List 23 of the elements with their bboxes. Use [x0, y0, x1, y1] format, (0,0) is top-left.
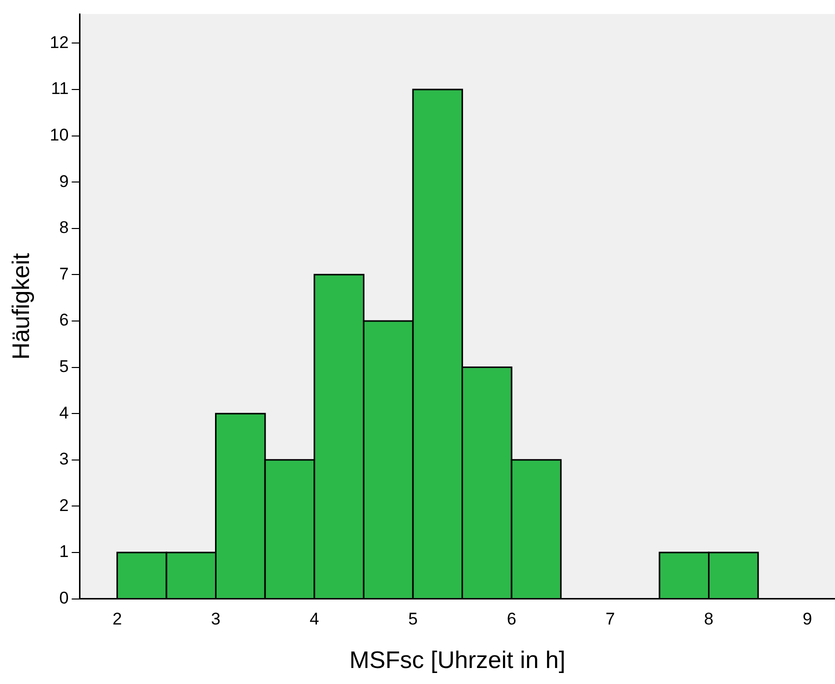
x-tick-label: 5 [408, 610, 418, 629]
x-tick-label: 3 [211, 610, 221, 629]
y-tick-label: 7 [59, 264, 69, 284]
y-tick-label: 3 [59, 450, 69, 469]
y-tick-label: 1 [59, 542, 69, 562]
y-tick-label: 4 [59, 403, 69, 422]
x-tick-label: 6 [506, 610, 516, 629]
y-tick-label: 8 [59, 218, 69, 238]
y-tick-label: 0 [59, 588, 69, 608]
x-tick-label: 4 [310, 610, 320, 629]
y-tick-label: 10 [50, 125, 69, 144]
y-tick-label: 9 [59, 172, 69, 191]
x-tick-label: 7 [605, 610, 615, 629]
x-tick-label: 9 [802, 610, 812, 629]
y-axis-title: Häufigkeit [8, 252, 36, 360]
y-tick-label: 5 [59, 356, 69, 376]
x-axis-title: MSFsc [Uhrzeit in h] [349, 647, 566, 674]
y-tick-label: 6 [59, 310, 69, 330]
x-tick-label: 2 [112, 610, 122, 629]
y-tick-label: 2 [59, 496, 69, 515]
x-tick-label: 8 [704, 610, 714, 629]
y-tick-label: 11 [51, 79, 69, 98]
y-tick-label: 12 [50, 32, 69, 52]
